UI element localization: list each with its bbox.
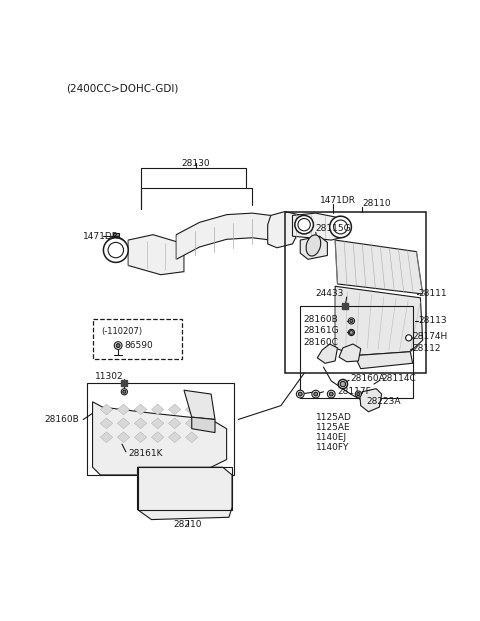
Text: 1140FY: 1140FY [316, 443, 349, 451]
Circle shape [103, 238, 128, 263]
Circle shape [329, 392, 333, 396]
Bar [93, 319, 182, 360]
Polygon shape [117, 432, 130, 443]
Polygon shape [152, 432, 164, 443]
Text: 28160A: 28160A [350, 374, 385, 383]
Text: 1125AD: 1125AD [316, 413, 352, 422]
Polygon shape [317, 344, 337, 363]
Circle shape [114, 342, 122, 350]
Text: 1125AE: 1125AE [316, 423, 350, 432]
Circle shape [327, 390, 335, 398]
Text: 28160B: 28160B [45, 415, 79, 424]
Circle shape [338, 379, 348, 389]
Circle shape [298, 392, 302, 396]
Polygon shape [117, 404, 130, 415]
Bar [87, 383, 234, 475]
Bar [285, 212, 426, 373]
Polygon shape [152, 418, 164, 428]
Polygon shape [100, 432, 113, 443]
Polygon shape [335, 286, 423, 356]
Text: 28130: 28130 [181, 158, 210, 168]
Polygon shape [300, 236, 327, 260]
Circle shape [116, 343, 120, 348]
Text: 28111: 28111 [418, 289, 447, 299]
Text: 28223A: 28223A [366, 397, 401, 406]
Polygon shape [100, 404, 113, 415]
Circle shape [296, 390, 304, 398]
Polygon shape [134, 432, 147, 443]
Text: 28113: 28113 [418, 317, 447, 325]
Circle shape [121, 389, 127, 395]
Circle shape [123, 390, 126, 393]
Polygon shape [134, 404, 147, 415]
Circle shape [334, 220, 348, 234]
Circle shape [348, 329, 355, 335]
Text: (-110207): (-110207) [101, 327, 142, 336]
Circle shape [108, 242, 123, 258]
Circle shape [406, 335, 412, 341]
Polygon shape [186, 404, 198, 415]
Text: 24433: 24433 [316, 289, 344, 299]
Text: 28117F: 28117F [337, 388, 371, 396]
Polygon shape [93, 402, 227, 475]
Text: 28174H: 28174H [413, 332, 448, 341]
Text: 86590: 86590 [124, 341, 153, 350]
Text: 1471DR: 1471DR [83, 232, 119, 241]
Polygon shape [192, 417, 215, 433]
Polygon shape [137, 467, 232, 520]
Circle shape [314, 392, 318, 396]
Circle shape [295, 215, 313, 234]
Circle shape [105, 237, 127, 258]
Text: 28112: 28112 [413, 344, 441, 353]
Text: (2400CC>DOHC-GDI): (2400CC>DOHC-GDI) [66, 84, 179, 94]
Polygon shape [113, 233, 119, 236]
Polygon shape [100, 418, 113, 428]
Circle shape [340, 381, 346, 387]
Text: 28110: 28110 [362, 199, 391, 209]
Polygon shape [184, 390, 215, 419]
Polygon shape [339, 344, 360, 361]
Polygon shape [128, 235, 184, 274]
Text: 11302: 11302 [95, 372, 123, 381]
Polygon shape [168, 432, 181, 443]
Polygon shape [186, 432, 198, 443]
Polygon shape [355, 351, 413, 369]
Circle shape [357, 392, 360, 396]
Circle shape [355, 391, 361, 397]
Text: 1471DR: 1471DR [320, 196, 356, 204]
Text: 28114C: 28114C [382, 374, 416, 383]
Text: 28161K: 28161K [128, 449, 163, 458]
Polygon shape [292, 213, 340, 240]
Bar [137, 467, 232, 510]
Circle shape [348, 318, 355, 324]
Text: 28160B: 28160B [303, 315, 338, 324]
Text: 28161G: 28161G [303, 327, 339, 335]
Circle shape [109, 241, 123, 255]
Polygon shape [152, 404, 164, 415]
Circle shape [330, 216, 351, 238]
Polygon shape [186, 418, 198, 428]
Circle shape [298, 219, 311, 231]
Polygon shape [335, 240, 423, 294]
Polygon shape [134, 418, 147, 428]
Polygon shape [176, 213, 271, 260]
Ellipse shape [306, 235, 321, 256]
Polygon shape [360, 389, 382, 412]
Text: 28160C: 28160C [303, 338, 338, 347]
Text: 28115G: 28115G [316, 224, 351, 233]
Circle shape [312, 390, 320, 398]
Circle shape [350, 319, 353, 322]
Polygon shape [168, 418, 181, 428]
Text: 1140EJ: 1140EJ [316, 433, 347, 442]
Polygon shape [168, 404, 181, 415]
Polygon shape [268, 212, 302, 248]
Circle shape [349, 330, 353, 334]
Text: 28210: 28210 [174, 520, 202, 530]
Bar [300, 306, 413, 398]
Polygon shape [117, 418, 130, 428]
